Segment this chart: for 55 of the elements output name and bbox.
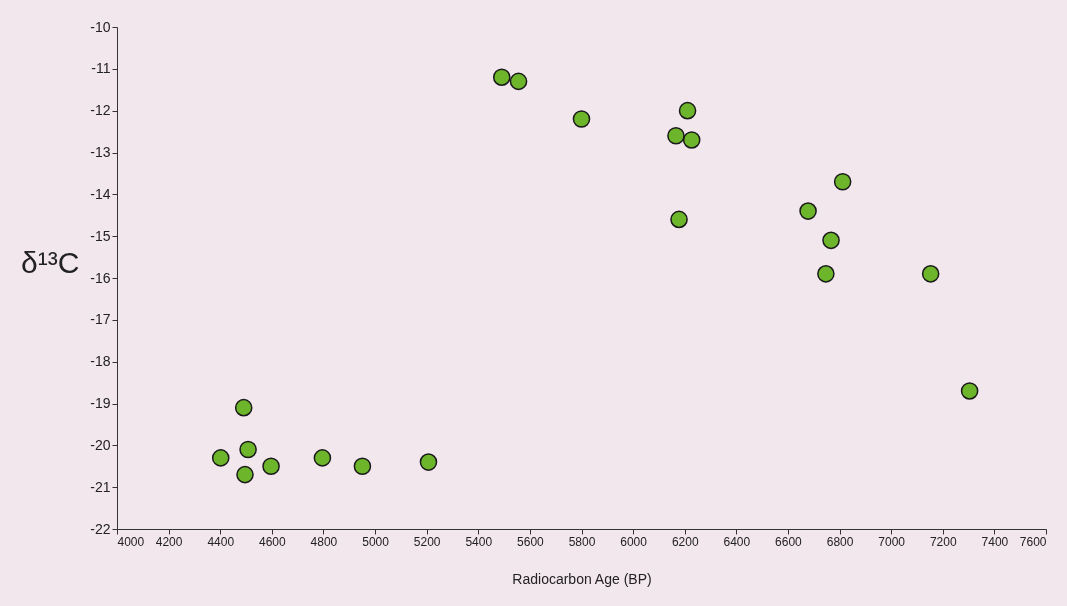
point	[262, 457, 280, 476]
x-tick-label: 4000	[117, 534, 145, 549]
point	[960, 382, 979, 400]
point	[211, 449, 230, 467]
x-tick-label: 6600	[775, 534, 803, 549]
x-tick-label: 4400	[207, 534, 235, 549]
y-tick-label: -19	[90, 395, 111, 411]
point	[353, 457, 372, 476]
x-tick-label: 7000	[878, 534, 906, 549]
y-tick-label: -12	[90, 102, 111, 119]
point	[822, 231, 840, 250]
point	[921, 265, 940, 283]
x-tick-label: 6200	[671, 534, 699, 549]
x-tick-label: 5000	[362, 534, 390, 549]
y-tick-label: -17	[90, 311, 111, 328]
x-tick-label: 6400	[723, 534, 751, 549]
x-tick-label: 7600	[1019, 534, 1047, 549]
x-tick-label: 5200	[413, 534, 441, 549]
point	[509, 72, 528, 91]
x-tick-label: 5600	[517, 534, 545, 549]
y-tick-label: -15	[90, 227, 111, 244]
x-tick-label: 5400	[465, 534, 493, 549]
point	[833, 172, 852, 191]
point	[667, 126, 685, 145]
point	[236, 465, 254, 484]
x-tick-label: 7200	[929, 534, 957, 549]
x-axis-title: Radiocarbon Age (BP)	[512, 570, 652, 587]
x-tick-label: 6000	[620, 534, 648, 549]
y-tick-label: -20	[90, 436, 111, 453]
point	[678, 101, 697, 120]
x-tick-label: 5800	[568, 534, 596, 549]
point	[239, 440, 257, 459]
y-tick-label: -16	[90, 269, 111, 286]
y-axis-title: δ¹³C	[21, 245, 80, 279]
y-tick-label: -14	[90, 185, 111, 202]
point	[799, 202, 817, 220]
y-tick-label: -18	[90, 353, 111, 370]
point	[234, 398, 253, 417]
x-tick-label: 4200	[155, 534, 183, 549]
x-tick-label: 4600	[258, 534, 286, 549]
point	[670, 210, 688, 229]
y-tick-label: -10	[90, 18, 111, 35]
x-tick-label: 7400	[981, 534, 1009, 549]
x-tick-label: 6800	[826, 534, 854, 549]
y-tick-label: -11	[91, 60, 111, 77]
point	[313, 449, 332, 467]
point	[492, 68, 511, 86]
point	[572, 110, 591, 128]
y-tick-label: -22	[90, 520, 111, 537]
y-tick-label: -13	[90, 144, 111, 160]
point	[419, 453, 438, 471]
point	[817, 265, 835, 283]
point	[682, 131, 701, 149]
x-tick-label: 4800	[310, 534, 338, 549]
y-tick-label: -21	[90, 478, 111, 495]
